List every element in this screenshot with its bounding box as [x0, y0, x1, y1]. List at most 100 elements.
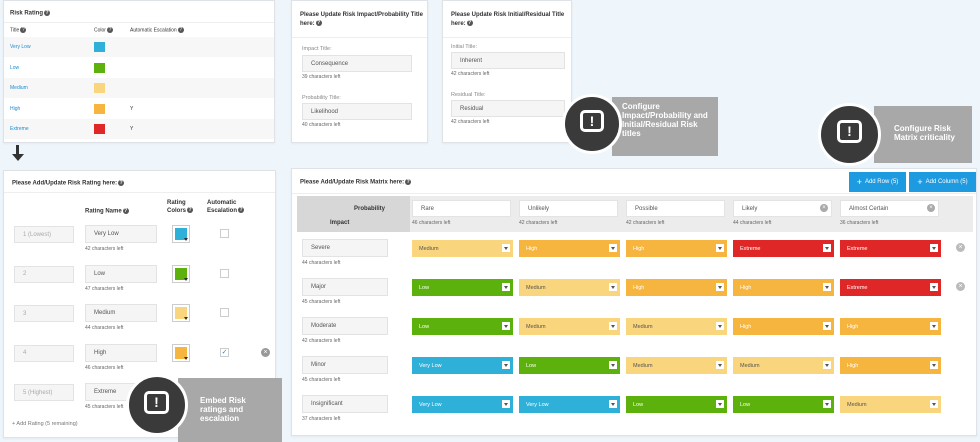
- rating-escalation-value: Y: [130, 126, 134, 132]
- rating-order-input: 2: [14, 265, 74, 283]
- criticality-select[interactable]: Low: [733, 396, 834, 413]
- row-chars-left: 45 characters left: [302, 299, 341, 305]
- impact-row-input[interactable]: Minor: [302, 356, 388, 374]
- criticality-select[interactable]: High: [733, 318, 834, 335]
- help-icon: ?: [118, 180, 125, 186]
- criticality-select[interactable]: Low: [412, 279, 513, 296]
- criticality-select[interactable]: Very Low: [519, 396, 620, 413]
- rating-name-input[interactable]: Very Low: [85, 225, 157, 243]
- chevron-down-icon: [184, 356, 188, 360]
- chevron-down-icon: [609, 322, 617, 330]
- rating-title-link[interactable]: Very Low: [10, 44, 31, 50]
- criticality-select[interactable]: Low: [519, 357, 620, 374]
- row-chars-left: 45 characters left: [302, 377, 341, 383]
- rating-color-picker[interactable]: [172, 225, 190, 243]
- impact-row-input[interactable]: Severe: [302, 239, 388, 257]
- column-name: Almost Certain: [849, 205, 889, 212]
- rating-name-input[interactable]: High: [85, 343, 157, 362]
- impact-row-input[interactable]: Insignificant: [302, 395, 388, 413]
- add-rating-link[interactable]: + Add Rating (5 remaining): [12, 421, 78, 427]
- add-row-button[interactable]: + Add Row (5): [849, 172, 906, 192]
- criticality-value: Medium: [740, 362, 760, 369]
- criticality-value: Medium: [633, 323, 653, 330]
- chevron-down-icon: [716, 400, 724, 408]
- criticality-select[interactable]: Medium: [626, 318, 727, 335]
- criticality-select[interactable]: Medium: [626, 357, 727, 374]
- probability-column-input[interactable]: Possible: [626, 200, 725, 217]
- impact-title-input[interactable]: Consequence: [302, 55, 412, 72]
- criticality-select[interactable]: Medium: [519, 318, 620, 335]
- rating-title-link[interactable]: Low: [10, 64, 20, 71]
- probability-axis-label: Probability: [353, 206, 385, 212]
- remove-column-icon[interactable]: ×: [820, 204, 828, 212]
- probability-column-input[interactable]: Likely ×: [733, 200, 832, 217]
- arrow-down-icon: [11, 145, 25, 163]
- remove-column-icon[interactable]: ×: [927, 204, 935, 212]
- impact-row-input[interactable]: Major: [302, 278, 388, 296]
- criticality-select[interactable]: High: [626, 279, 727, 296]
- rating-color-picker[interactable]: [172, 343, 190, 362]
- rating-name-input[interactable]: Medium: [85, 304, 157, 322]
- probability-column-input[interactable]: Rare: [412, 200, 511, 217]
- impact-title-label: Impact Title:: [302, 46, 332, 52]
- criticality-value: Low: [419, 284, 430, 291]
- escalation-checkbox[interactable]: [220, 308, 229, 317]
- col-rating-colors: Rating Colors?: [167, 200, 194, 214]
- chevron-down-icon: [823, 400, 831, 408]
- criticality-select[interactable]: High: [519, 240, 620, 257]
- impact-axis-label: Impact: [330, 220, 350, 226]
- probability-column-input[interactable]: Almost Certain ×: [840, 200, 939, 217]
- criticality-select[interactable]: Medium: [412, 240, 513, 257]
- rating-name-input[interactable]: Low: [85, 264, 157, 283]
- criticality-select[interactable]: High: [840, 357, 941, 374]
- chevron-down-icon: [930, 361, 938, 369]
- col-title-header: Title?: [10, 27, 27, 34]
- chevron-down-icon: [502, 283, 510, 291]
- col-automatic-escalation: Automatic Escalation?: [207, 200, 245, 214]
- escalation-checkbox[interactable]: ✓: [220, 347, 229, 357]
- add-column-button[interactable]: + Add Column (5): [909, 172, 976, 192]
- rating-color-picker[interactable]: [172, 264, 190, 283]
- rating-escalation-value: Y: [130, 105, 134, 112]
- rating-color-picker[interactable]: [172, 304, 190, 322]
- criticality-value: Very Low: [419, 401, 442, 408]
- criticality-select[interactable]: Low: [626, 396, 727, 413]
- criticality-select[interactable]: Extreme: [840, 279, 941, 296]
- criticality-select[interactable]: High: [626, 240, 727, 257]
- impact-row-input[interactable]: Moderate: [302, 317, 388, 335]
- criticality-select[interactable]: Extreme: [733, 240, 834, 257]
- probability-column-input[interactable]: Unlikely: [519, 200, 618, 217]
- rating-title-link[interactable]: Medium: [10, 85, 28, 91]
- criticality-select[interactable]: High: [733, 279, 834, 296]
- callout-icon: !: [818, 103, 881, 166]
- criticality-select[interactable]: Low: [412, 318, 513, 335]
- column-chars-left: 36 characters left: [840, 220, 879, 226]
- escalation-checkbox[interactable]: [220, 268, 229, 278]
- criticality-select[interactable]: Medium: [840, 396, 941, 413]
- column-chars-left: 46 characters left: [412, 220, 451, 226]
- criticality-select[interactable]: Medium: [519, 279, 620, 296]
- callout-icon: !: [562, 94, 622, 154]
- escalation-checkbox[interactable]: [220, 229, 229, 238]
- criticality-select[interactable]: Very Low: [412, 357, 513, 374]
- criticality-select[interactable]: Extreme: [840, 240, 941, 257]
- criticality-value: Extreme: [847, 245, 868, 252]
- probability-title-input[interactable]: Likelihood: [302, 103, 412, 120]
- remove-rating-icon[interactable]: ×: [261, 347, 270, 357]
- rating-name-chars-left: 42 characters left: [85, 246, 124, 252]
- residual-title-input[interactable]: Residual: [451, 100, 565, 117]
- criticality-value: High: [847, 323, 859, 330]
- criticality-select[interactable]: Medium: [733, 357, 834, 374]
- remove-row-icon[interactable]: ×: [956, 282, 965, 291]
- criticality-value: High: [526, 245, 538, 252]
- initial-residual-title: Please Update Risk Initial/Residual Titl…: [451, 12, 565, 27]
- rating-title-link[interactable]: Extreme: [10, 126, 29, 132]
- chevron-down-icon: [609, 400, 617, 408]
- remove-row-icon[interactable]: ×: [956, 243, 965, 252]
- chevron-down-icon: [609, 244, 617, 252]
- criticality-select[interactable]: Very Low: [412, 396, 513, 413]
- criticality-select[interactable]: High: [840, 318, 941, 335]
- rating-title-link[interactable]: High: [10, 105, 21, 112]
- initial-title-input[interactable]: Inherent: [451, 52, 565, 69]
- risk-rating-list-panel: Risk Rating? Title? Color? Automatic Esc…: [3, 0, 275, 143]
